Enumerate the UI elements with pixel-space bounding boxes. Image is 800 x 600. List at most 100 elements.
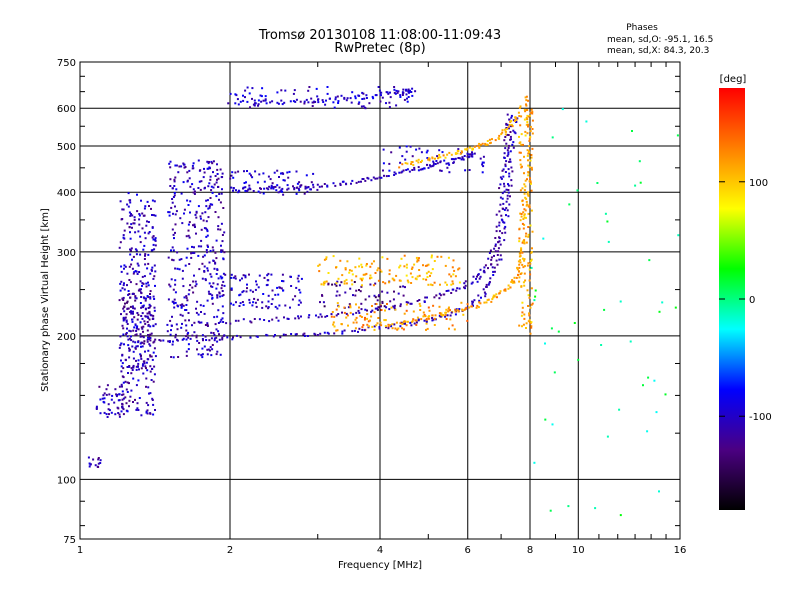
data-point [138,397,141,399]
data-point [257,104,259,107]
data-point [385,175,388,178]
data-point [335,329,338,332]
data-point [401,94,404,96]
data-point [420,318,423,321]
data-point [511,125,514,128]
data-point [137,409,140,411]
data-point [519,252,522,255]
data-point [338,294,341,297]
data-point [256,335,259,338]
data-point [149,355,152,358]
data-point [340,323,343,326]
data-point [387,326,390,329]
data-point [497,241,500,243]
data-point [239,293,242,296]
data-point [142,372,145,375]
data-point [465,148,468,151]
data-point [138,271,141,273]
data-point [404,322,406,325]
data-point [414,90,417,93]
data-point [507,184,510,187]
data-point [167,298,170,301]
data-point [180,165,183,168]
data-point [294,100,297,103]
data-point [218,333,220,336]
data-point [499,203,502,206]
data-point [478,142,481,145]
data-point [215,328,218,331]
data-point [147,281,149,284]
data-point [119,289,122,292]
data-point [130,213,132,215]
data-point [270,273,273,276]
data-point [399,264,402,267]
data-point [335,308,338,311]
data-point [137,365,139,368]
data-point [439,156,442,159]
data-point [409,145,412,148]
data-point [125,319,128,322]
data-point [140,345,142,348]
data-point [230,287,233,290]
data-point [101,397,104,400]
data-point [99,459,102,462]
data-point [169,178,172,181]
data-point [134,347,137,350]
data-point [513,276,516,279]
data-point [531,112,534,115]
data-point [220,244,222,247]
data-point [517,273,519,276]
data-point [148,392,150,395]
data-point [122,284,125,287]
data-point [144,365,147,368]
data-point [606,435,609,438]
data-point [191,245,193,248]
data-point [360,285,363,288]
data-point [399,279,402,282]
data-point [129,201,132,204]
data-point [205,235,208,238]
data-point [248,184,251,187]
data-point [168,211,171,214]
data-point [438,153,441,156]
data-point [146,409,149,412]
data-point [483,291,486,294]
y-tick-label: 200 [57,332,76,343]
data-point [303,332,306,335]
data-point [658,490,660,493]
data-point [383,174,385,177]
data-point [210,275,213,278]
data-point [143,214,146,217]
data-point [515,120,518,123]
data-point [401,170,404,173]
data-point [377,317,380,319]
data-point [365,264,368,267]
data-point [490,263,493,266]
data-point [121,385,123,388]
data-point [136,318,139,321]
data-point [121,324,124,327]
data-point [395,274,398,277]
data-point [146,340,149,343]
data-point [401,163,404,166]
data-point [462,158,465,161]
data-point [433,296,436,299]
data-point [524,130,527,133]
data-point [130,223,133,226]
data-point [192,224,194,227]
data-point [278,176,280,178]
data-point [507,191,510,194]
data-point [509,125,512,128]
data-point [363,97,366,100]
data-point [619,514,622,517]
data-point [518,270,520,273]
data-point [417,169,420,172]
data-point [137,328,140,331]
data-point [510,184,513,187]
data-point [152,325,155,328]
data-point [439,169,442,172]
data-point [246,170,248,172]
data-point [426,157,429,159]
data-point [483,269,486,272]
data-point [145,224,148,227]
